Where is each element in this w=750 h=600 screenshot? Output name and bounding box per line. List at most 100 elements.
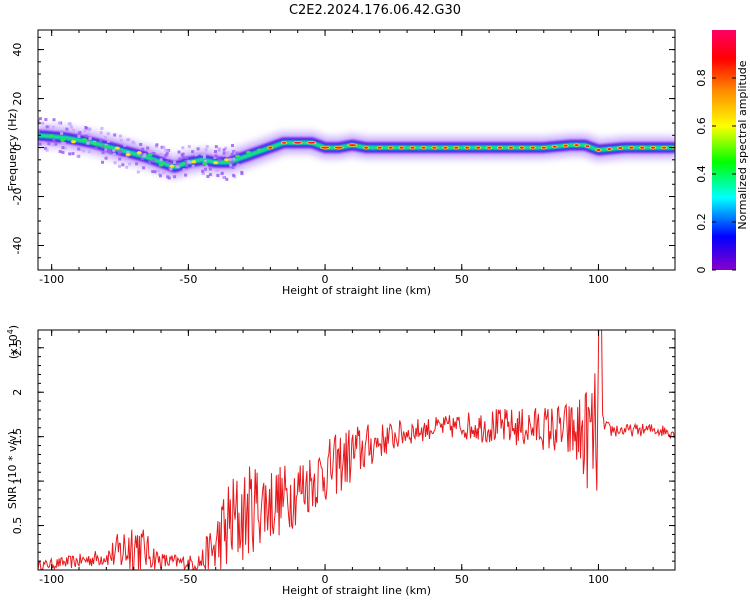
spectrogram-panel: -100 -50 0 50 100 -40 -20 0 20 40 Height of straig… — [6, 29, 676, 297]
spectrogram-speckle — [86, 141, 90, 145]
spectrogram-peak-cell — [282, 141, 287, 144]
spectrogram-speckle — [94, 146, 98, 150]
spectrogram-speckle — [101, 151, 105, 155]
spectrogram-hot-cell — [246, 150, 251, 155]
spectrogram-speckle — [235, 151, 239, 155]
colorbar-tick-label: 0 — [695, 267, 708, 274]
spectrogram-peak-cell — [388, 146, 393, 149]
y-tick-label: -20 — [11, 188, 24, 206]
y-axis-label: SNR (10 * v/v) — [6, 431, 19, 509]
spectrogram-speckle — [164, 153, 168, 157]
x-tick-label: 0 — [322, 573, 329, 586]
spectrogram-speckle — [201, 169, 205, 173]
y-scale-exponent: 4 — [6, 329, 15, 334]
spectrogram-speckle — [166, 156, 170, 160]
spectrogram-speckle — [61, 146, 65, 150]
spectrogram-speckle — [169, 162, 173, 166]
spectrogram-speckle — [182, 168, 186, 172]
spectrogram-speckle — [165, 152, 169, 156]
spectrogram-speckle — [126, 151, 130, 154]
spectrogram-peak-cell — [629, 146, 634, 149]
spectrogram-hot-cell — [136, 151, 142, 155]
spectrogram-speckle — [215, 168, 219, 172]
spectrogram-peak-cell — [465, 146, 470, 149]
spectrogram-speckle — [153, 170, 157, 174]
spectrogram-peak-cell — [530, 146, 535, 149]
spectrogram-speckle — [62, 141, 66, 145]
spectrogram-speckle — [232, 150, 236, 154]
spectrogram-speckle — [232, 157, 236, 161]
spectrogram-speckle — [68, 122, 72, 126]
spectrogram-speckle — [69, 125, 73, 129]
spectrogram-speckle — [147, 150, 151, 154]
spectrogram-speckle — [60, 131, 63, 135]
spectrogram-speckle — [82, 149, 86, 153]
spectrogram-speckle — [142, 166, 146, 170]
spectrogram-speckle — [109, 151, 113, 155]
spectrogram-peak-cell — [662, 146, 667, 149]
spectrogram-hot-cell — [235, 154, 241, 158]
spectrogram-speckle — [88, 136, 92, 140]
spectrogram-speckle — [164, 148, 168, 152]
spectrogram-speckle — [76, 154, 80, 158]
spectrogram-speckle — [127, 138, 131, 142]
spectrogram-speckle — [131, 140, 135, 144]
spectrogram-speckle — [204, 148, 208, 152]
spectrogram-speckle — [44, 118, 48, 121]
spectrogram-speckle — [118, 157, 122, 161]
spectrogram-hot-cell — [125, 153, 131, 157]
spectrogram-peak-cell — [454, 146, 459, 149]
spectrogram-hot-cell — [213, 161, 219, 165]
spectrogram-peak-cell — [596, 149, 601, 151]
spectrogram-speckle — [229, 163, 233, 167]
x-tick-label: 100 — [588, 573, 609, 586]
spectrogram-speckle — [119, 138, 123, 142]
spectrogram-peak-cell — [268, 146, 273, 149]
spectrogram-speckle — [181, 146, 185, 150]
spectrogram-speckle — [228, 157, 232, 161]
spectrogram-speckle — [191, 150, 195, 154]
y-tick-label: 20 — [11, 92, 24, 106]
spectrogram-speckle — [203, 152, 206, 156]
spectrogram-speckle — [77, 135, 81, 138]
spectrogram-speckle — [230, 160, 234, 164]
spectrogram-speckle — [128, 162, 132, 166]
spectrogram-speckle — [151, 159, 155, 163]
spectrogram-speckle — [44, 147, 48, 150]
spectrogram-hot-cell — [60, 138, 66, 142]
spectrogram-speckle — [177, 150, 181, 154]
spectrogram-speckle — [159, 158, 163, 162]
spectrogram-speckle — [230, 152, 234, 156]
spectrogram-hot-cell — [147, 153, 153, 157]
spectrogram-speckle — [104, 156, 108, 160]
spectrogram-speckle — [185, 164, 189, 167]
spectrogram-speckle — [47, 142, 51, 146]
spectrogram-speckle — [57, 121, 61, 125]
spectrogram-speckle — [124, 157, 128, 161]
spectrogram-speckle — [77, 147, 81, 151]
x-tick-label: -50 — [179, 273, 197, 286]
spectrogram-speckle — [204, 167, 207, 171]
spectrogram-speckle — [136, 170, 140, 174]
spectrogram-speckle — [158, 172, 162, 176]
spectrogram-speckle — [175, 164, 179, 168]
spectrogram-peak-cell — [476, 146, 481, 149]
spectrogram-speckle — [201, 172, 205, 175]
y-tick-label: 2 — [11, 389, 24, 396]
spectrogram-speckle — [155, 143, 159, 147]
spectrogram-speckle — [84, 134, 88, 138]
spectrogram-speckle — [162, 171, 166, 175]
spectrogram-speckle — [187, 145, 191, 148]
spectrogram-speckle — [208, 173, 212, 177]
spectrogram-speckle — [159, 174, 162, 178]
spectrogram-speckle — [71, 152, 75, 156]
spectrogram-speckle — [65, 127, 69, 131]
spectrogram-speckle — [220, 172, 224, 175]
spectrogram-peak-cell — [307, 141, 316, 144]
spectrogram-hot-cell — [256, 148, 262, 152]
spectrogram-speckle — [232, 173, 236, 177]
spectrogram-speckle — [68, 152, 72, 156]
spectrogram-speckle — [224, 146, 228, 150]
